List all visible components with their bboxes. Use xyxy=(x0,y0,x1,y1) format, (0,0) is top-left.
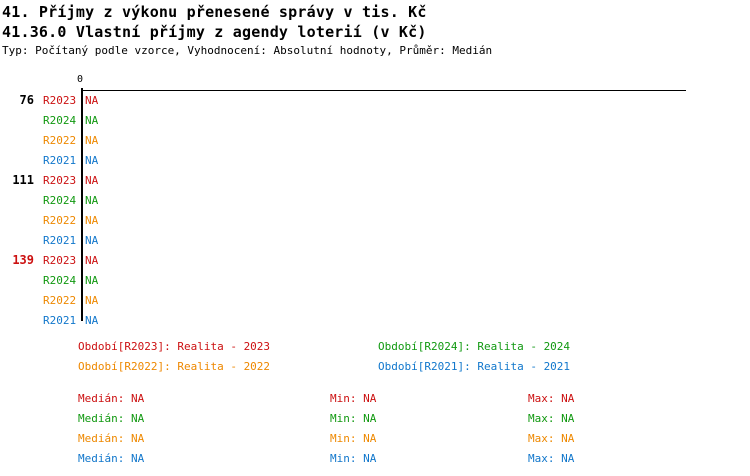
chart-series-row: R2022 NA xyxy=(0,292,750,312)
statistics-row: Medián: NA Min: NA Max: NA xyxy=(0,432,750,452)
chart-series-value: NA xyxy=(85,94,99,107)
chart-series-value: NA xyxy=(85,134,99,147)
chart-series-value: NA xyxy=(85,274,99,287)
chart-group-label: 139 xyxy=(12,253,34,267)
chart-series-row: 111 R2023 NA xyxy=(0,172,750,192)
statistic-min: Min: NA xyxy=(330,392,377,405)
chart-group-label: 111 xyxy=(12,173,34,187)
legend-item[interactable]: Období[R2023]: Realita - 2023 xyxy=(78,340,271,353)
chart-series-name: R2023 xyxy=(43,94,77,107)
chart-axis-vertical-zero-line xyxy=(81,88,83,321)
chart-series-row: R2021 NA xyxy=(0,312,750,332)
chart-series-name: R2021 xyxy=(43,314,77,327)
chart-legend: Období[R2023]: Realita - 2023 Období[R202… xyxy=(0,340,750,384)
chart-series-value: NA xyxy=(85,194,99,207)
chart-series-value: NA xyxy=(85,234,99,247)
statistics-row: Medián: NA Min: NA Max: NA xyxy=(0,412,750,432)
chart-series-value: NA xyxy=(85,314,99,327)
chart-series-row: 76 R2023 NA xyxy=(0,92,750,112)
chart-series-name: R2023 xyxy=(43,254,77,267)
statistics-row: Medián: NA Min: NA Max: NA xyxy=(0,392,750,412)
chart-series-row: R2024 NA xyxy=(0,272,750,292)
chart-series-value: NA xyxy=(85,174,99,187)
chart-axis-horizontal xyxy=(81,90,686,91)
chart-group-label: 76 xyxy=(19,93,34,107)
chart-series-value: NA xyxy=(85,254,99,267)
chart-series-value: NA xyxy=(85,114,99,127)
chart-statistics-panel: Medián: NA Min: NA Max: NA Medián: NA Min: N… xyxy=(0,392,750,472)
axis-tick-label-zero: 0 xyxy=(77,74,84,85)
chart-series-name: R2024 xyxy=(43,274,77,287)
statistic-min: Min: NA xyxy=(330,452,377,465)
chart-series-value: NA xyxy=(85,214,99,227)
chart-series-row: R2021 NA xyxy=(0,232,750,252)
chart-series-row: R2021 NA xyxy=(0,152,750,172)
statistic-max: Max: NA xyxy=(528,392,575,405)
statistic-min: Min: NA xyxy=(330,412,377,425)
chart-series-name: R2024 xyxy=(43,114,77,127)
chart-series-name: R2021 xyxy=(43,154,77,167)
chart-series-name: R2022 xyxy=(43,214,77,227)
legend-item[interactable]: Období[R2021]: Realita - 2021 xyxy=(378,360,571,373)
chart-group-block: 139 R2023 NA R2024 NA R2022 NA R2021 NA xyxy=(0,252,750,332)
legend-item[interactable]: Období[R2024]: Realita - 2024 xyxy=(378,340,571,353)
statistic-median: Medián: NA xyxy=(78,392,145,405)
statistics-row: Medián: NA Min: NA Max: NA xyxy=(0,452,750,472)
chart-group-block: 111 R2023 NA R2024 NA R2022 NA R2021 NA xyxy=(0,172,750,252)
statistic-max: Max: NA xyxy=(528,412,575,425)
chart-series-row: 139 R2023 NA xyxy=(0,252,750,272)
statistic-median: Medián: NA xyxy=(78,452,145,465)
statistic-min: Min: NA xyxy=(330,432,377,445)
chart-series-row: R2024 NA xyxy=(0,192,750,212)
chart-series-name: R2022 xyxy=(43,294,77,307)
statistic-max: Max: NA xyxy=(528,452,575,465)
chart-series-row: R2022 NA xyxy=(0,132,750,152)
legend-item[interactable]: Období[R2022]: Realita - 2022 xyxy=(78,360,271,373)
chart-series-name: R2023 xyxy=(43,174,77,187)
statistic-median: Medián: NA xyxy=(78,412,145,425)
report-subtitle-meta: Typ: Počítaný podle vzorce, Vyhodnocení:… xyxy=(2,44,493,57)
statistic-median: Medián: NA xyxy=(78,432,145,445)
chart-series-value: NA xyxy=(85,294,99,307)
chart-series-value: NA xyxy=(85,154,99,167)
chart-series-row: R2024 NA xyxy=(0,112,750,132)
chart-series-row: R2022 NA xyxy=(0,212,750,232)
report-title-secondary: 41.36.0 Vlastní příjmy z agendy loterií … xyxy=(2,23,427,41)
report-title-primary: 41. Příjmy z výkonu přenesené správy v t… xyxy=(2,3,427,21)
chart-series-name: R2024 xyxy=(43,194,77,207)
statistic-max: Max: NA xyxy=(528,432,575,445)
chart-series-name: R2021 xyxy=(43,234,77,247)
chart-series-name: R2022 xyxy=(43,134,77,147)
chart-group-block: 76 R2023 NA R2024 NA R2022 NA R2021 NA xyxy=(0,92,750,172)
